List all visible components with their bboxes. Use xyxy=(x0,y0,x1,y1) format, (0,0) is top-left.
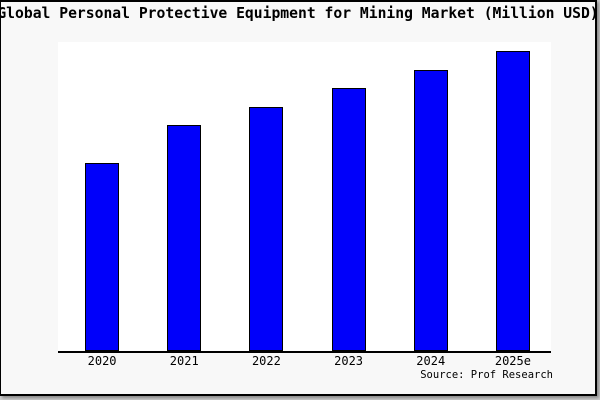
chart-title-row: Global Personal Protective Equipment for… xyxy=(1,5,595,25)
x-tick-label-2020: 2020 xyxy=(87,354,117,368)
x-tick-label-2024: 2024 xyxy=(416,354,446,368)
x-tick-label-2023: 2023 xyxy=(334,354,364,368)
chart-title: Global Personal Protective Equipment for… xyxy=(1,5,595,22)
bar-2024 xyxy=(413,69,448,351)
bar-2025e xyxy=(495,51,530,351)
bar-2023 xyxy=(331,88,366,351)
x-axis-labels: 2020 2021 2022 2023 2024 2025e xyxy=(58,354,551,370)
x-tick-label-2022: 2022 xyxy=(251,354,281,368)
bar-2021 xyxy=(167,125,202,351)
plot-area xyxy=(58,42,551,351)
x-axis-line xyxy=(58,351,551,353)
bar-2020 xyxy=(85,162,120,351)
source-credit: Source: Prof Research xyxy=(420,369,553,381)
bar-2022 xyxy=(249,106,284,351)
x-tick-label-2025e: 2025e xyxy=(494,354,531,368)
x-tick-label-2021: 2021 xyxy=(169,354,199,368)
